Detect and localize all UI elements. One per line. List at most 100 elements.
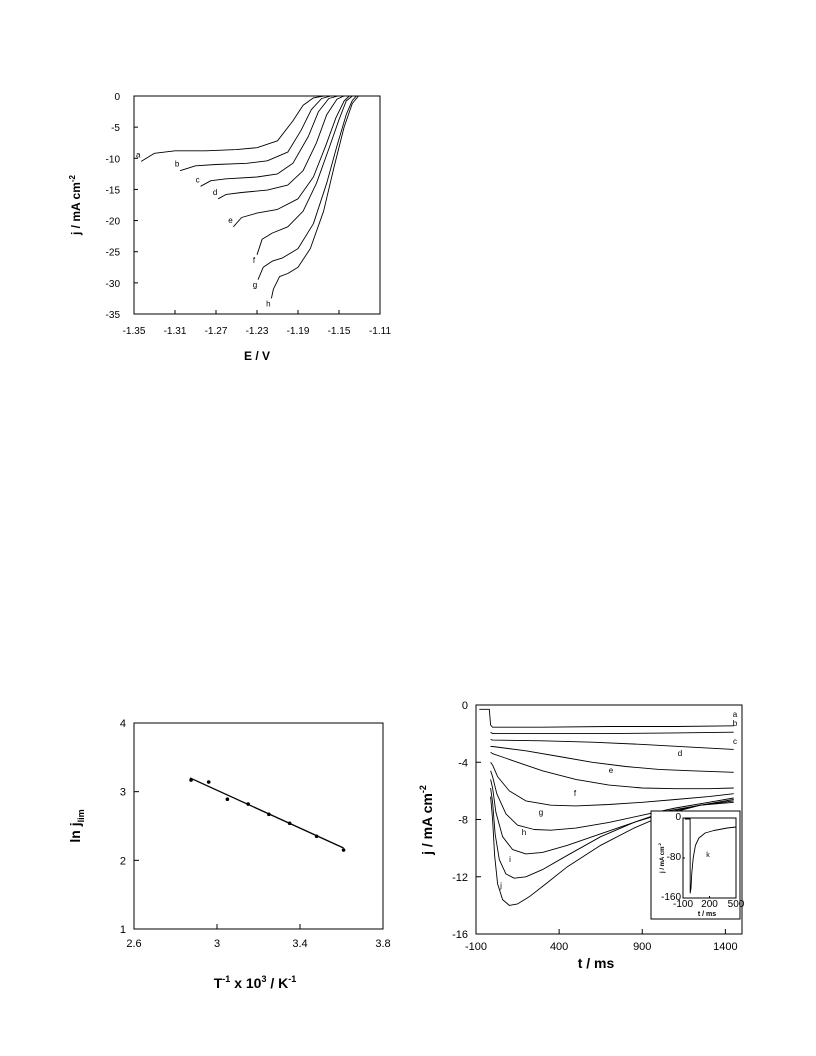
arrhenius-y-tick-label: 3	[120, 787, 126, 799]
arrhenius-fit-line	[189, 777, 344, 849]
arrhenius-x-tick-label: 3.8	[375, 938, 390, 950]
arrhenius-point	[206, 780, 211, 784]
arrhenius-point	[189, 778, 193, 782]
arrhenius-x-tick-label: 2.6	[126, 938, 141, 950]
lsv-x-tick-label: -1.35	[123, 326, 146, 337]
lsv-curve-label-b: b	[175, 160, 180, 169]
inset-x-axis-label: t / ms	[698, 911, 716, 918]
transients-curve-label-a: a	[733, 710, 738, 719]
arrhenius-x-axis-label: T-1 x 103 / K-1	[214, 974, 297, 991]
arrhenius-y-ticks: 1 2 3 4	[120, 718, 139, 936]
inset-curve-label-k: k	[706, 852, 710, 859]
transients-chart: 0 -4 -8 -12 -16 -100 400 900 1400 abc d e f g h i j t …	[418, 700, 745, 971]
lsv-y-axis-label: j / mA cm-2	[68, 174, 83, 236]
lsv-y-tick-label: -10	[106, 154, 121, 165]
inset-chart: 0 -80 -160 -100 200 500 k t / ms j / mA cm-2	[650, 810, 745, 920]
lsv-x-tick-label: -1.27	[205, 326, 228, 337]
transients-curve-d	[490, 746, 734, 773]
lsv-x-tick-label: -1.23	[246, 326, 269, 337]
lsv-x-axis-label: E / V	[244, 349, 270, 363]
transients-curves: abc d e f g h i j	[479, 708, 738, 906]
inset-x-tick-label: -100	[673, 899, 693, 910]
lsv-curve-e	[233, 95, 350, 228]
arrhenius-y-axis-label: ln jlim	[67, 809, 86, 842]
arrhenius-x-tick-label: 3	[214, 938, 220, 950]
lsv-curve-d	[217, 95, 345, 200]
lsv-curve-label-f: f	[253, 256, 256, 265]
arrhenius-point	[225, 797, 230, 802]
lsv-x-tick-label: -1.19	[287, 326, 310, 337]
lsv-y-tick-label: 0	[114, 92, 120, 103]
inset-x-tick-label: 500	[728, 899, 745, 910]
transients-curve-label-b: b	[733, 719, 738, 728]
lsv-x-tick-label: -1.11	[369, 326, 391, 337]
lsv-y-tick-label: -25	[106, 248, 121, 259]
lsv-curve-b	[179, 95, 331, 172]
transients-curve-label-g: g	[539, 808, 543, 817]
lsv-curve-label-c: c	[196, 175, 200, 184]
transients-curve-label-h: h	[522, 828, 526, 837]
lsv-curve-label-g: g	[253, 281, 257, 290]
lsv-curve-c	[200, 95, 339, 187]
lsv-curve-h	[270, 95, 359, 299]
inset-x-ticks: -100 200 500	[673, 896, 745, 910]
transients-x-tick-label: 400	[550, 941, 568, 953]
transients-curve-label-i: i	[509, 855, 511, 864]
lsv-curve-a	[140, 95, 324, 162]
transients-curve-a	[479, 708, 734, 728]
transients-x-tick-label: 900	[633, 941, 651, 953]
transients-x-tick-label: 1400	[713, 941, 737, 953]
lsv-curve-label-d: d	[213, 188, 217, 197]
lsv-x-ticks: -1.35 -1.31 -1.27 -1.23 -1.19 -1.15 -1.11	[123, 310, 391, 337]
lsv-chart: 0-5-10-15-20-25-30-35 -1.35 -1.31 -1.27 -1.…	[68, 92, 391, 363]
inset-curve: k	[684, 818, 737, 894]
arrhenius-point	[314, 834, 319, 839]
inset-y-axis-label: j / mA cm-2	[657, 842, 666, 874]
transients-y-axis-label: j / mA cm-2	[418, 785, 435, 856]
arrhenius-point	[246, 802, 250, 806]
transients-curve-b	[490, 731, 734, 735]
inset-y-tick-label: -80	[667, 852, 682, 863]
arrhenius-y-tick-label: 2	[120, 855, 126, 867]
lsv-curves: a b c d e f gh	[136, 95, 359, 308]
transients-curve-f	[490, 762, 734, 807]
arrhenius-y-tick-label: 1	[120, 924, 126, 936]
transients-x-tick-label: -100	[465, 941, 487, 953]
transients-curve-e	[490, 751, 734, 790]
arrhenius-x-ticks: 2.6 3 3.4 3.8	[126, 924, 391, 950]
lsv-x-tick-label: -1.31	[164, 326, 187, 337]
transients-curve-label-c: c	[733, 737, 737, 746]
transients-curve-g	[490, 770, 734, 831]
lsv-x-tick-label: -1.15	[328, 326, 351, 337]
transients-y-tick-label: -8	[458, 815, 468, 827]
transients-curve-label-f: f	[574, 789, 577, 798]
transients-y-tick-label: -16	[452, 929, 468, 941]
inset-x-tick-label: 200	[701, 899, 718, 910]
transients-y-tick-label: -12	[452, 872, 468, 884]
lsv-y-tick-label: -20	[106, 217, 121, 228]
lsv-y-tick-label: -30	[106, 279, 121, 290]
lsv-curve-label-h: h	[266, 299, 270, 308]
lsv-y-tick-label: -5	[111, 123, 120, 134]
arrhenius-point	[287, 821, 292, 826]
lsv-curve-f	[256, 95, 353, 255]
arrhenius-y-tick-label: 4	[120, 718, 126, 730]
lsv-y-ticks: 0 -5 -10 -15 -20 -25 -30 -35	[106, 92, 138, 321]
lsv-curve-g	[257, 95, 357, 280]
lsv-curve-label-a: a	[136, 150, 141, 159]
inset-outer-box	[650, 810, 741, 920]
lsv-y-tick-label: -35	[106, 310, 121, 321]
lsv-y-tick-label: -15	[106, 185, 121, 196]
transients-y-tick-label: -4	[458, 757, 468, 769]
arrhenius-point	[341, 848, 346, 852]
transients-x-axis-label: t / ms	[578, 955, 615, 971]
inset-y-tick-label: 0	[675, 812, 681, 823]
transients-x-ticks: -100 400 900 1400	[465, 929, 738, 953]
inset-curve-k	[684, 818, 737, 894]
inset-y-tick-label: -160	[661, 892, 681, 903]
transients-curve-label-e: e	[609, 766, 614, 775]
arrhenius-x-tick-label: 3.4	[292, 938, 307, 950]
lsv-curve-label-e: e	[228, 216, 233, 225]
transients-y-tick-label: 0	[462, 700, 468, 712]
